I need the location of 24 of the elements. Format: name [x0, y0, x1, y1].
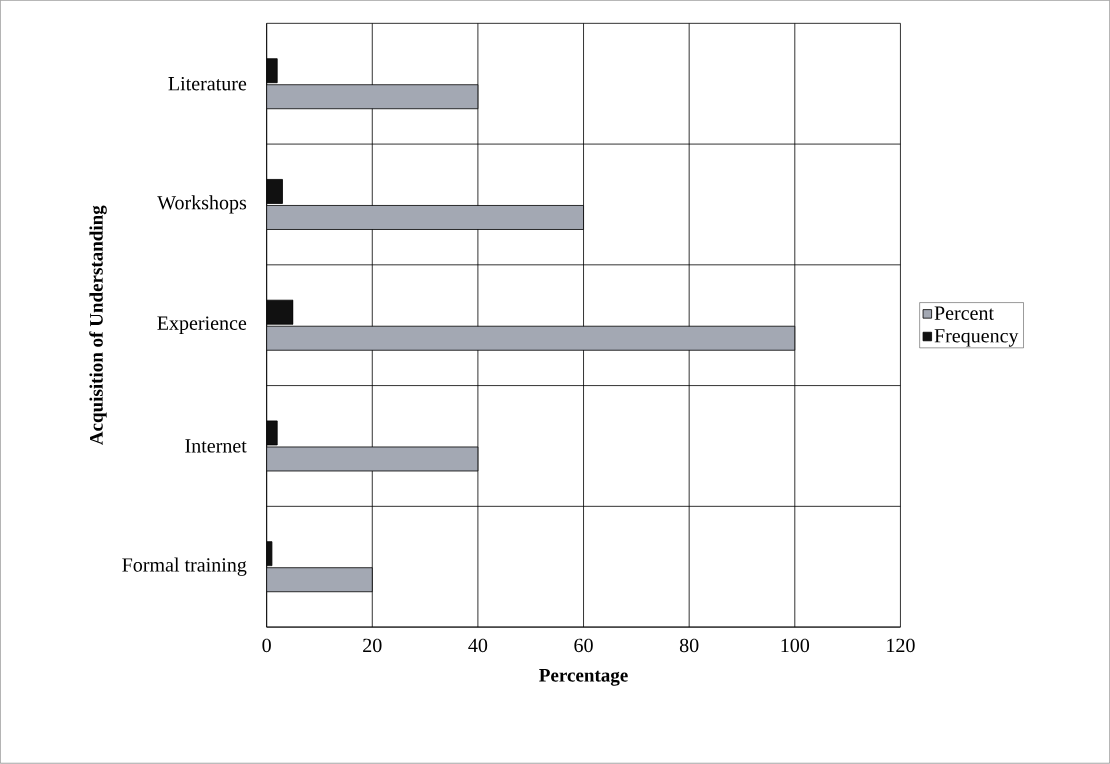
legend-label: Frequency: [934, 329, 1019, 347]
bar: [266, 58, 278, 83]
bar: [266, 205, 584, 231]
x-tick-label: 60: [574, 638, 593, 653]
bar: [266, 446, 479, 472]
y-tick-label: Experience: [157, 316, 247, 335]
x-axis-title: Percentage: [539, 669, 628, 686]
bar: [266, 179, 283, 205]
x-tick-label: 0: [262, 638, 271, 653]
y-axis-title: Acquisition of Understanding: [89, 205, 107, 446]
x-tick-label: 80: [679, 638, 699, 653]
x-tick-label: 40: [468, 638, 488, 653]
y-tick-label: Formal training: [122, 557, 247, 577]
bar: [266, 567, 373, 593]
legend-label: Percent: [934, 306, 994, 321]
bar: [266, 84, 479, 110]
y-tick-label: Literature: [168, 77, 247, 91]
x-tick-label: 120: [887, 638, 915, 653]
y-tick-label: Internet: [185, 439, 247, 453]
x-tick-label: 20: [363, 638, 382, 653]
bar: [266, 326, 796, 351]
bar: [266, 300, 294, 325]
y-tick-label: Workshops: [157, 195, 247, 214]
x-tick-label: 100: [781, 638, 810, 653]
